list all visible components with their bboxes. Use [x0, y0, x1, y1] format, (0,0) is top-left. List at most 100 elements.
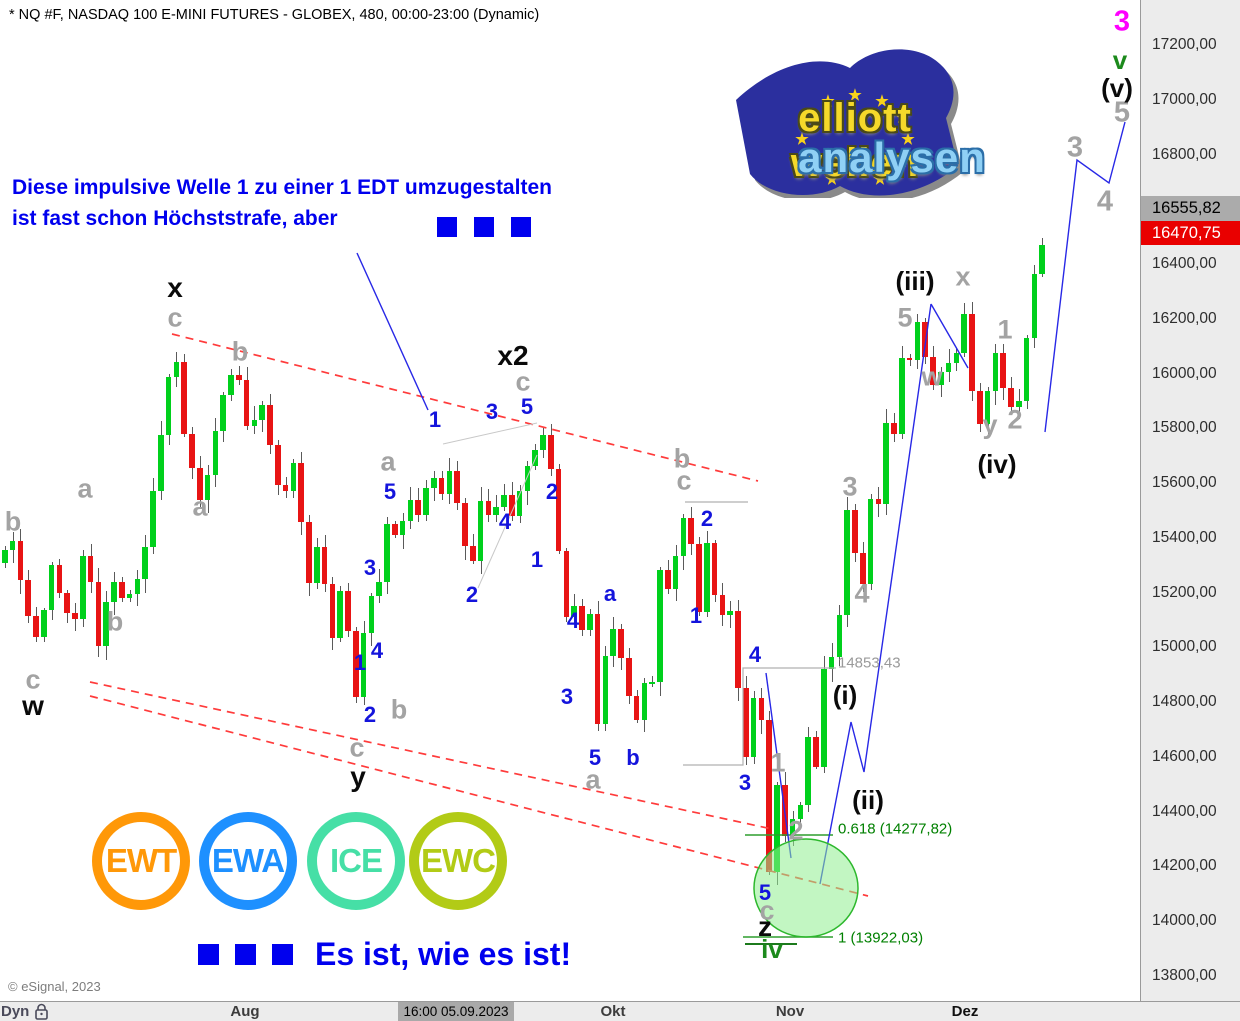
candle	[930, 0, 936, 1001]
copyright-notice: © eSignal, 2023	[8, 979, 101, 994]
wave-label: 5	[383, 479, 397, 504]
wave-label: 3	[363, 555, 377, 580]
candle	[72, 0, 78, 1001]
wave-label: 2	[545, 479, 559, 504]
candle-body-up	[228, 374, 234, 395]
svg-text:★: ★	[801, 109, 815, 126]
eu-flag-icon: ★ ★ ★ ★ ★ ★ ★ ★ ★ ★ ★	[736, 49, 963, 202]
candle	[134, 0, 141, 1001]
dyn-scale-control[interactable]: Dyn	[1, 1003, 49, 1020]
candle	[797, 0, 804, 1001]
candle-body-up	[376, 581, 382, 596]
wave-label: (ii)	[852, 785, 884, 815]
wave-label: 3	[560, 684, 574, 709]
wave-label: 3	[738, 770, 752, 795]
analyst-note-line1: Diese impulsive Welle 1 zu einer 1 EDT u…	[12, 176, 552, 199]
candle-body-down	[969, 313, 975, 391]
session-high-price-box: 16555,82	[1141, 196, 1240, 221]
candle	[540, 0, 546, 1001]
elliott-wellen-analysen-watermark: ★ ★ ★ ★ ★ ★ ★ ★ ★ ★ ★ elliott wellen analysen	[722, 38, 992, 202]
candle-body-up	[984, 390, 991, 425]
candle	[665, 0, 671, 1001]
candle	[618, 0, 624, 1001]
candle-body-down	[438, 477, 445, 495]
candle	[883, 0, 889, 1001]
candle	[415, 0, 421, 1001]
candle	[743, 0, 749, 1001]
candle-body-up	[337, 590, 343, 639]
candle-body-up	[805, 736, 811, 806]
candle	[314, 0, 320, 1001]
month-label: Dez	[951, 1003, 979, 1020]
candle-body-up	[680, 518, 687, 556]
candle-body-up	[672, 555, 679, 589]
candle	[126, 0, 133, 1001]
candle	[376, 0, 382, 1001]
measure-line	[442, 422, 538, 445]
wave-label: 4	[566, 608, 580, 633]
candle-body-down	[758, 697, 765, 721]
candle	[992, 0, 999, 1001]
candle-body-down	[922, 322, 928, 357]
candle	[181, 0, 187, 1001]
badge-ewc: EWC	[409, 812, 507, 910]
candle	[641, 0, 648, 1001]
candle-body-down	[1000, 352, 1006, 389]
price-tick: 15600,00	[1152, 474, 1217, 492]
candle-body-down	[626, 657, 632, 696]
candle	[509, 0, 515, 1001]
candle	[212, 0, 219, 1001]
candle	[953, 0, 960, 1001]
wave-label: 2	[465, 582, 479, 607]
wave-label: (iv)	[977, 449, 1017, 479]
candle-body-down	[719, 595, 726, 616]
candle-body-up	[290, 462, 297, 492]
watermark-line1: elliott wellen	[790, 96, 920, 185]
price-tick: 17000,00	[1152, 90, 1217, 108]
price-axis[interactable]: 17200,0017000,0016800,0016600,0016400,00…	[1140, 0, 1240, 1001]
wave-label: 5	[1113, 96, 1131, 129]
candle	[64, 0, 70, 1001]
candle	[353, 0, 359, 1001]
candle-body-down	[392, 523, 398, 536]
wave-label: 1	[530, 547, 544, 572]
candle	[150, 0, 156, 1001]
measure-line	[819, 303, 932, 885]
candle	[1031, 0, 1038, 1001]
candle-body-up	[657, 570, 663, 683]
bullet-square-icon	[437, 217, 457, 237]
bottom-note-text: Es ist, wie es ist!	[315, 936, 572, 972]
time-axis[interactable]: Dyn 16:00 05.09.2023 Aug Okt Nov Dez	[0, 1001, 1240, 1021]
candle	[204, 0, 211, 1001]
candle	[33, 0, 39, 1001]
candle	[735, 0, 741, 1001]
candle	[875, 0, 882, 1001]
candle	[587, 0, 593, 1001]
svg-text:★: ★	[875, 93, 889, 110]
chart-plot-area[interactable]: b a b c w x c b a c y a x2 c b c a 1 3 5 5 3 4 1 2 b 2 4 1 2 4 3 5 a b 2 1 4 3…	[0, 0, 1140, 1001]
candle-body-down	[64, 593, 70, 613]
trendline-dashed	[89, 681, 773, 830]
candle-body-up	[774, 785, 780, 872]
candle-body-up	[821, 669, 827, 767]
bullet-square-icon	[511, 217, 531, 237]
watermark-line2: analysen	[798, 134, 986, 181]
svg-text:★: ★	[895, 109, 909, 126]
candle	[1023, 0, 1030, 1001]
svg-text:★: ★	[895, 153, 909, 170]
wave-label: c	[167, 302, 183, 333]
candle-body-up	[610, 628, 616, 656]
candle	[696, 0, 702, 1001]
candle-body-up	[727, 611, 733, 616]
candle	[945, 0, 952, 1001]
wave-label: b	[390, 694, 408, 725]
candle-body-up	[251, 420, 258, 427]
measure-line	[1044, 121, 1126, 433]
candle-body-down	[119, 582, 125, 598]
wave-label: 1 (13922,03)	[838, 929, 924, 947]
measure-line	[930, 303, 969, 369]
candle	[688, 0, 694, 1001]
candle-body-up	[1016, 400, 1022, 407]
candle-body-down	[555, 469, 562, 551]
candle	[220, 0, 226, 1001]
